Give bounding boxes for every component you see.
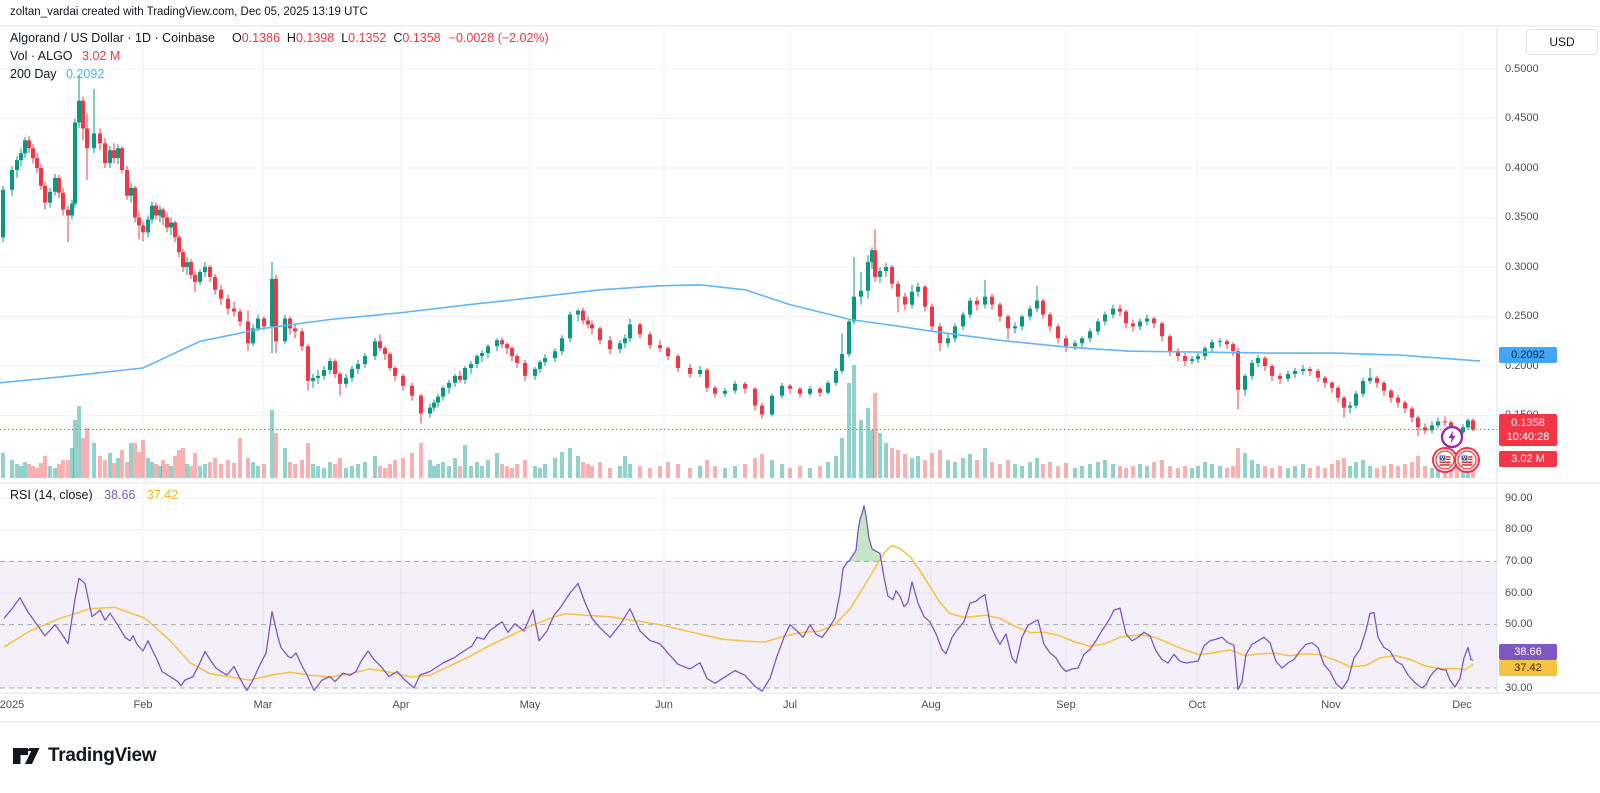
ma200-legend-row[interactable]: 200 Day 0.2092 — [10, 67, 549, 81]
symbol-title[interactable]: Algorand / US Dollar · 1D · Coinbase — [10, 31, 215, 45]
ma200-label: 200 Day — [10, 67, 57, 81]
rsi-tick-label: 30.00 — [1505, 681, 1533, 694]
rsi-tick-label: 80.00 — [1505, 523, 1533, 536]
rsi-value: 38.66 — [104, 488, 136, 502]
ma200-price-badge: 0.2092 — [1499, 347, 1557, 363]
rsi-label: RSI (14, close) — [10, 488, 93, 502]
lightning-bolt-glyph — [1448, 430, 1456, 444]
time-tick-label: Mar — [253, 699, 273, 711]
time-tick-label: May — [519, 699, 541, 711]
us-economic-event-icons[interactable] — [1430, 446, 1482, 474]
volume-badge: 3.02 M — [1499, 451, 1557, 467]
time-tick-label: Aug — [921, 699, 941, 711]
rsi-tick-label: 50.00 — [1505, 618, 1533, 631]
attribution-text: zoltan_vardai created with TradingView.c… — [10, 6, 368, 18]
ma200-value: 0.2092 — [66, 67, 105, 81]
rsi-ma-value: 37.42 — [146, 488, 179, 502]
open-label: O — [231, 31, 242, 45]
rsi-tick-label: 70.00 — [1505, 554, 1533, 567]
tradingview-logo-text: TradingView — [48, 745, 157, 766]
open-value: 0.1386 — [241, 31, 280, 45]
currency-toggle-button[interactable]: USD — [1526, 29, 1598, 55]
tradingview-logo[interactable]: TradingView — [12, 743, 157, 769]
time-tick-label: Nov — [1321, 699, 1341, 711]
volume-legend-row[interactable]: Vol · ALGO 3.02 M — [10, 49, 549, 63]
lightning-event-icon[interactable] — [1440, 425, 1464, 449]
price-tick-label: 0.3500 — [1505, 211, 1539, 223]
time-tick-label: Oct — [1188, 699, 1206, 711]
rsi-legend-row[interactable]: RSI (14, close) 38.66 37.42 — [10, 488, 178, 502]
price-tick-label: 0.5000 — [1505, 62, 1539, 75]
close-label: C — [393, 31, 403, 45]
close-value: 0.1358 — [402, 31, 441, 45]
rsi-tick-label: 90.00 — [1505, 491, 1533, 504]
price-tick-label: 0.4000 — [1505, 161, 1539, 174]
rsi-tick-label: 60.00 — [1505, 586, 1533, 599]
us-flag-event-icon-left — [1432, 447, 1458, 473]
time-tick-label: Jun — [655, 699, 673, 711]
time-tick-label: Feb — [133, 699, 153, 711]
symbol-legend[interactable]: Algorand / US Dollar · 1D · Coinbase O0.1… — [10, 31, 549, 85]
time-tick-label: 2025 — [0, 699, 25, 711]
time-tick-label: Dec — [1452, 699, 1472, 711]
volume-label: Vol · ALGO — [10, 49, 73, 63]
low-label: L — [341, 31, 349, 45]
price-tick-label: 0.2500 — [1505, 310, 1539, 322]
us-flag-event-icon-right — [1454, 447, 1480, 473]
high-label: H — [286, 31, 296, 45]
last-price-badge: 0.1358 10:40:28 — [1499, 414, 1557, 446]
bar-countdown: 10:40:28 — [1506, 431, 1550, 443]
change-value: −0.0028 (−2.02%) — [448, 31, 549, 45]
rsi-ma-value-badge: 37.42 — [1499, 660, 1557, 676]
high-value: 0.1398 — [295, 31, 335, 45]
price-tick-label: 0.4500 — [1505, 112, 1539, 124]
last-price-value: 0.1358 — [1511, 417, 1545, 429]
price-tick-label: 0.3000 — [1505, 260, 1539, 273]
time-tick-label: Apr — [392, 699, 410, 711]
time-tick-label: Sep — [1056, 699, 1076, 711]
rsi-value-badge: 38.66 — [1499, 644, 1557, 660]
time-tick-label: Jul — [782, 699, 798, 711]
volume-value: 3.02 M — [82, 49, 121, 63]
tradingview-logo-icon — [13, 748, 40, 764]
symbol-legend-row[interactable]: Algorand / US Dollar · 1D · Coinbase O0.1… — [10, 31, 549, 45]
low-value: 0.1352 — [348, 31, 387, 45]
